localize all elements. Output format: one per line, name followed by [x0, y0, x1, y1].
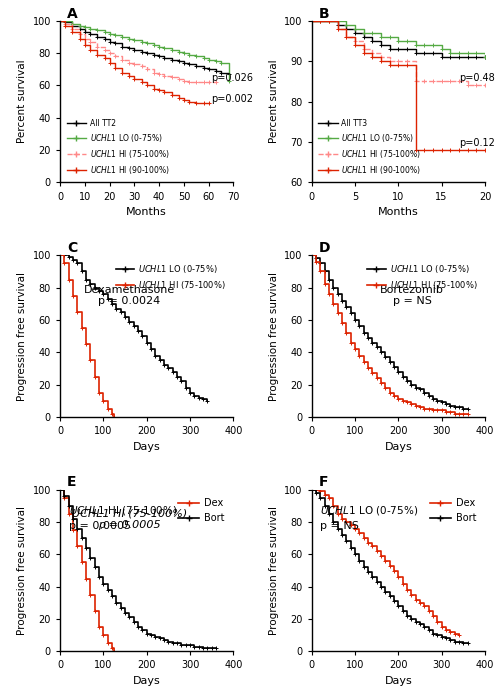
- Text: C: C: [67, 241, 77, 255]
- Legend: Dex, Bort: Dex, Bort: [426, 495, 480, 527]
- Text: E: E: [67, 475, 76, 489]
- X-axis label: Months: Months: [378, 207, 418, 217]
- Y-axis label: Progression free survival: Progression free survival: [268, 272, 278, 401]
- Text: A: A: [67, 6, 78, 21]
- Text: D: D: [318, 241, 330, 255]
- X-axis label: Days: Days: [384, 676, 412, 686]
- Text: p = 0.0005: p = 0.0005: [68, 520, 130, 531]
- Text: UCHL1 HI (75-100%)
p = 0.0005: UCHL1 HI (75-100%) p = 0.0005: [72, 508, 187, 529]
- Text: Bortezomib
p = NS: Bortezomib p = NS: [380, 285, 444, 306]
- X-axis label: Months: Months: [126, 207, 167, 217]
- Text: F: F: [318, 475, 328, 489]
- Text: p=0.002: p=0.002: [211, 94, 253, 104]
- Text: B: B: [318, 6, 329, 21]
- Text: p=0.48: p=0.48: [459, 73, 494, 83]
- Legend: All TT2, $\it{UCHL1}$ LO (0-75%), $\it{UCHL1}$ HI (75-100%), $\it{UCHL1}$ HI (90: All TT2, $\it{UCHL1}$ LO (0-75%), $\it{U…: [64, 116, 173, 179]
- X-axis label: Days: Days: [384, 441, 412, 452]
- X-axis label: Days: Days: [133, 441, 160, 452]
- Y-axis label: Percent survival: Percent survival: [268, 60, 278, 143]
- Text: p = NS: p = NS: [320, 520, 359, 531]
- Text: $\it{UCHL1}$ LO (0-75%): $\it{UCHL1}$ LO (0-75%): [320, 505, 418, 518]
- Text: Dexamethasone
p = 0.0024: Dexamethasone p = 0.0024: [84, 285, 175, 306]
- Y-axis label: Progression free survival: Progression free survival: [268, 506, 278, 635]
- Y-axis label: Percent survival: Percent survival: [17, 60, 27, 143]
- X-axis label: Days: Days: [133, 676, 160, 686]
- Y-axis label: Progression free survival: Progression free survival: [17, 506, 27, 635]
- Legend: $\it{UCHL1}$ LO (0-75%), $\it{UCHL1}$ HI (75-100%): $\it{UCHL1}$ LO (0-75%), $\it{UCHL1}$ HI…: [112, 259, 230, 295]
- Text: p=0.026: p=0.026: [211, 73, 253, 82]
- Legend: All TT3, $\it{UCHL1}$ LO (0-75%), $\it{UCHL1}$ HI (75-100%), $\it{UCHL1}$ HI (90: All TT3, $\it{UCHL1}$ LO (0-75%), $\it{U…: [316, 116, 424, 179]
- Y-axis label: Progression free survival: Progression free survival: [17, 272, 27, 401]
- Text: p=0.12: p=0.12: [459, 138, 495, 148]
- Legend: Dex, Bort: Dex, Bort: [174, 495, 229, 527]
- Text: $\it{UCHL1}$ HI (75-100%): $\it{UCHL1}$ HI (75-100%): [68, 505, 177, 518]
- Legend: $\it{UCHL1}$ LO (0-75%), $\it{UCHL1}$ HI (75-100%): $\it{UCHL1}$ LO (0-75%), $\it{UCHL1}$ HI…: [364, 259, 481, 295]
